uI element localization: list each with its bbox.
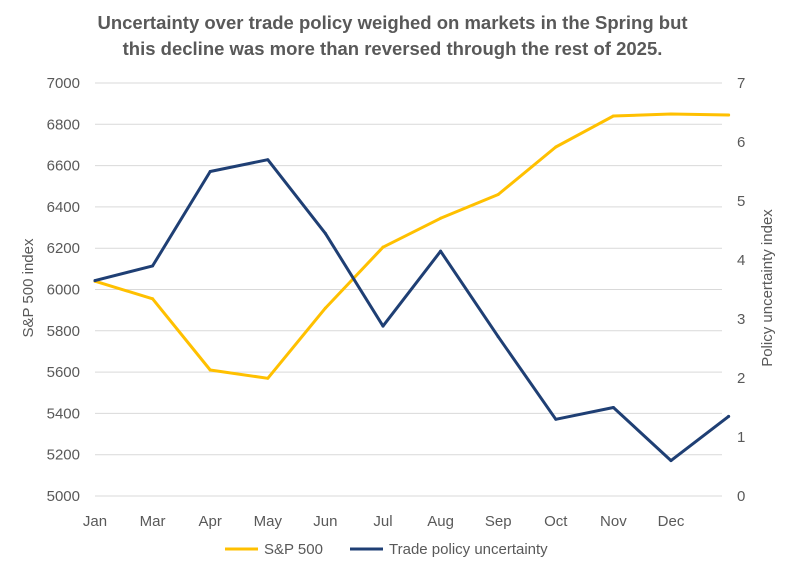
left-tick-label: 5400: [47, 405, 80, 422]
x-tick-label: Oct: [544, 513, 568, 530]
data-point-s-p-500: [496, 193, 500, 197]
data-point-s-p-500: [669, 112, 673, 116]
legend-label-sp500: S&P 500: [264, 541, 323, 558]
data-point-s-p-500: [727, 113, 731, 117]
data-point-trade-policy-uncertainty: [151, 264, 155, 268]
series-trade-policy-uncertainty: [93, 158, 731, 463]
legend: S&P 500 Trade policy uncertainty: [225, 541, 548, 558]
data-point-trade-policy-uncertainty: [496, 335, 500, 339]
left-y-axis: 5000 5200 5400 5600 5800 6000 6200 6400 6600 6800…: [47, 75, 80, 505]
series-layer: [93, 112, 731, 463]
data-point-trade-policy-uncertainty: [381, 324, 385, 328]
gridlines: [95, 82, 722, 456]
right-axis-label: Policy uncertainty index: [759, 209, 776, 367]
chart-title-line-2: this decline was more than reversed thro…: [122, 38, 663, 59]
data-point-trade-policy-uncertainty: [439, 249, 443, 253]
left-tick-label: 5200: [47, 447, 80, 464]
data-point-s-p-500: [611, 114, 615, 118]
x-tick-label: Nov: [600, 513, 627, 530]
chart-title-line-1: Uncertainty over trade policy weighed on…: [97, 12, 688, 33]
x-tick-label: Jan: [83, 513, 107, 530]
left-axis-label: S&P 500 index: [20, 238, 37, 337]
data-point-trade-policy-uncertainty: [93, 279, 97, 283]
x-tick-label: Apr: [199, 513, 222, 530]
right-tick-label: 6: [737, 134, 745, 151]
data-point-s-p-500: [151, 297, 155, 301]
x-tick-label: Dec: [658, 513, 685, 530]
data-point-trade-policy-uncertainty: [208, 170, 212, 173]
x-tick-label: Jul: [373, 513, 392, 530]
left-tick-label: 5600: [47, 364, 80, 381]
right-tick-label: 3: [737, 311, 745, 328]
data-point-s-p-500: [266, 376, 270, 380]
chart-title: Uncertainty over trade policy weighed on…: [0, 10, 785, 62]
left-tick-label: 5000: [47, 488, 80, 505]
x-tick-label: Jun: [313, 513, 337, 530]
right-tick-label: 1: [737, 429, 745, 446]
x-tick-label: May: [254, 513, 283, 530]
data-point-trade-policy-uncertainty: [554, 417, 558, 421]
x-tick-label: Mar: [140, 513, 166, 530]
data-point-trade-policy-uncertainty: [266, 158, 270, 162]
right-tick-label: 4: [737, 252, 745, 269]
data-point-trade-policy-uncertainty: [323, 231, 327, 235]
data-point-trade-policy-uncertainty: [611, 406, 615, 409]
left-tick-label: 7000: [47, 75, 80, 92]
data-point-s-p-500: [381, 245, 385, 249]
left-tick-label: 6400: [47, 199, 80, 216]
right-tick-label: 0: [737, 488, 745, 505]
data-point-trade-policy-uncertainty: [727, 414, 731, 418]
right-y-axis: 0 1 2 3 4 5 6 7: [737, 75, 745, 505]
x-axis: Jan Mar Apr May Jun Jul Aug Sep Oct Nov Dec: [83, 495, 722, 530]
series-line-trade-policy-uncertainty: [93, 158, 731, 463]
right-tick-label: 5: [737, 193, 745, 210]
x-tick-label: Sep: [485, 513, 512, 530]
x-tick-label: Aug: [427, 513, 454, 530]
left-tick-label: 5800: [47, 323, 80, 340]
left-tick-label: 6000: [47, 282, 80, 299]
data-point-trade-policy-uncertainty: [669, 459, 673, 463]
series-s-p-500: [93, 112, 731, 380]
legend-label-trade-policy-uncertainty: Trade policy uncertainty: [389, 541, 548, 558]
data-point-s-p-500: [323, 306, 327, 310]
left-tick-label: 6200: [47, 240, 80, 257]
data-point-s-p-500: [439, 216, 443, 220]
data-point-s-p-500: [208, 368, 212, 372]
series-line-s-p-500: [93, 112, 731, 380]
left-tick-label: 6800: [47, 116, 80, 133]
left-tick-label: 6600: [47, 158, 80, 175]
data-point-s-p-500: [554, 145, 558, 149]
right-tick-label: 2: [737, 370, 745, 387]
right-tick-label: 7: [737, 75, 745, 92]
